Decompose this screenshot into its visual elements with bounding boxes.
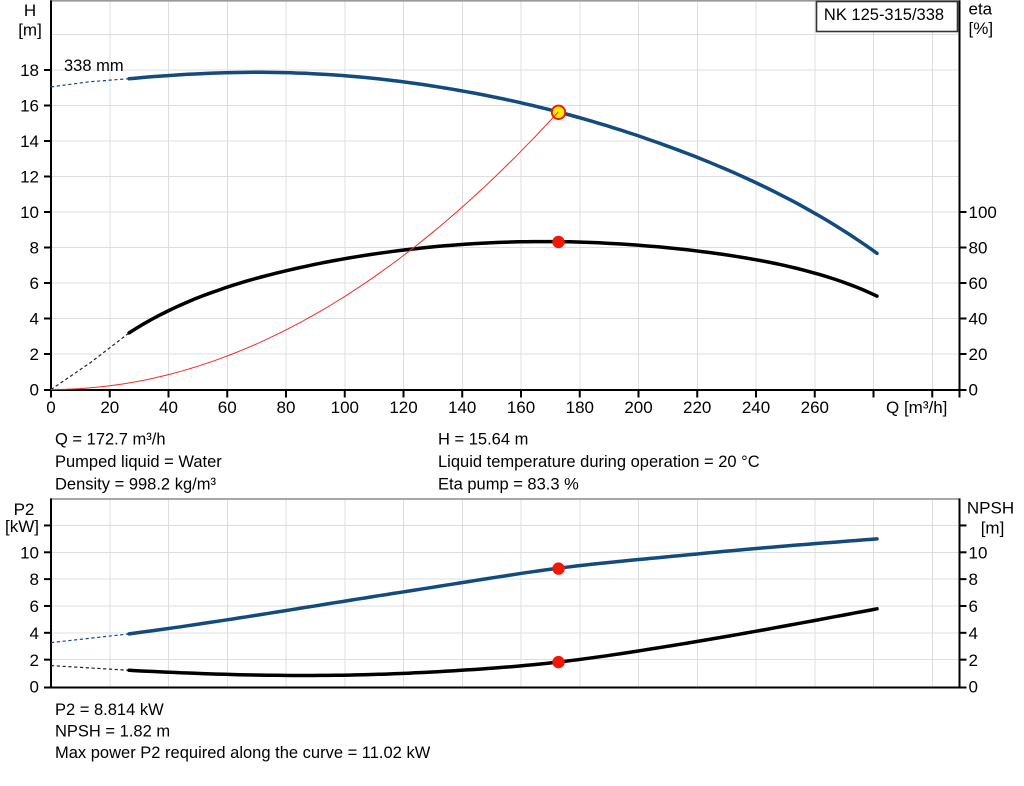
svg-text:10: 10 (20, 543, 39, 562)
svg-text:8: 8 (30, 239, 39, 258)
svg-text:6: 6 (30, 597, 39, 616)
svg-text:NPSH: NPSH (967, 499, 1014, 518)
svg-text:0: 0 (969, 381, 978, 400)
svg-text:Eta pump = 83.3 %: Eta pump = 83.3 % (438, 476, 579, 494)
svg-text:[m]: [m] (981, 519, 1005, 538)
svg-text:2: 2 (30, 651, 39, 670)
svg-text:P2 = 8.814 kW: P2 = 8.814 kW (55, 701, 164, 719)
svg-text:H = 15.64 m: H = 15.64 m (438, 431, 528, 449)
svg-text:40: 40 (159, 398, 178, 417)
svg-text:338 mm: 338 mm (64, 57, 124, 75)
svg-text:60: 60 (218, 398, 237, 417)
svg-text:6: 6 (969, 597, 978, 616)
svg-text:10: 10 (969, 543, 988, 562)
svg-text:Q [m³/h]: Q [m³/h] (886, 398, 947, 417)
svg-text:40: 40 (969, 310, 988, 329)
svg-text:18: 18 (20, 61, 39, 80)
svg-text:4: 4 (30, 624, 39, 643)
svg-text:140: 140 (448, 398, 476, 417)
svg-text:100: 100 (331, 398, 359, 417)
svg-text:Max power P2 required along th: Max power P2 required along the curve = … (55, 744, 431, 762)
svg-text:2: 2 (30, 345, 39, 364)
svg-text:2: 2 (969, 651, 978, 670)
svg-text:200: 200 (624, 398, 652, 417)
svg-text:16: 16 (20, 97, 39, 116)
svg-text:eta: eta (969, 0, 993, 19)
svg-text:[m]: [m] (18, 21, 42, 40)
svg-text:80: 80 (277, 398, 296, 417)
svg-text:180: 180 (566, 398, 594, 417)
svg-text:14: 14 (20, 132, 39, 151)
svg-text:0: 0 (969, 678, 978, 697)
svg-text:0: 0 (30, 381, 39, 400)
svg-text:20: 20 (969, 345, 988, 364)
svg-text:60: 60 (969, 274, 988, 293)
svg-text:Liquid temperature during oper: Liquid temperature during operation = 20… (438, 453, 760, 471)
svg-text:4: 4 (969, 624, 978, 643)
svg-text:0: 0 (46, 398, 55, 417)
svg-text:NPSH = 1.82 m: NPSH = 1.82 m (55, 723, 170, 741)
svg-text:4: 4 (30, 310, 39, 329)
svg-text:240: 240 (742, 398, 770, 417)
svg-text:P2: P2 (14, 500, 35, 519)
svg-text:8: 8 (969, 570, 978, 589)
svg-text:260: 260 (801, 398, 829, 417)
svg-text:Pumped liquid = Water: Pumped liquid = Water (55, 453, 222, 471)
svg-text:NK 125-315/338: NK 125-315/338 (824, 6, 944, 24)
svg-text:20: 20 (100, 398, 119, 417)
svg-text:Q = 172.7 m³/h: Q = 172.7 m³/h (55, 431, 166, 449)
svg-text:10: 10 (20, 203, 39, 222)
svg-text:100: 100 (969, 203, 997, 222)
svg-text:80: 80 (969, 239, 988, 258)
svg-text:160: 160 (507, 398, 535, 417)
svg-text:0: 0 (30, 678, 39, 697)
svg-text:220: 220 (683, 398, 711, 417)
svg-text:6: 6 (30, 274, 39, 293)
svg-text:8: 8 (30, 570, 39, 589)
svg-text:[%]: [%] (969, 19, 994, 38)
svg-text:12: 12 (20, 168, 39, 187)
svg-text:Density = 998.2 kg/m³: Density = 998.2 kg/m³ (55, 476, 216, 494)
svg-text:120: 120 (389, 398, 417, 417)
svg-text:H: H (24, 1, 36, 20)
svg-text:[kW]: [kW] (5, 517, 39, 536)
